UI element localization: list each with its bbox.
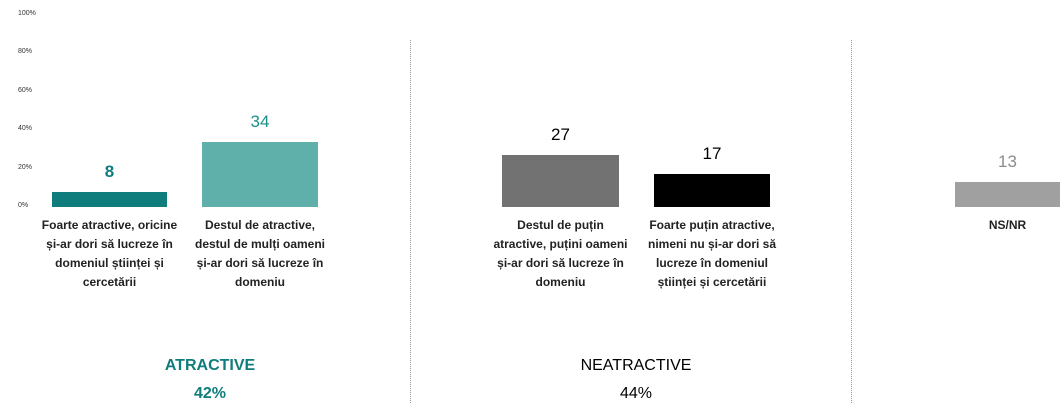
- y-tick-label: 40%: [18, 125, 48, 132]
- value-label: 34: [200, 112, 320, 132]
- separator: [851, 40, 852, 403]
- bar: [52, 192, 167, 207]
- bar: [202, 142, 318, 207]
- bar: [502, 155, 619, 207]
- bar: [654, 174, 770, 207]
- category-label: NS/NR: [938, 216, 1060, 235]
- group-share: 44%: [536, 380, 736, 408]
- y-tick-label: 80%: [18, 48, 48, 55]
- y-tick-label: 100%: [18, 10, 48, 17]
- value-label: 17: [652, 144, 772, 164]
- category-label: Destul de atractive, destul de mulți oam…: [190, 216, 330, 292]
- y-tick-label: 20%: [18, 164, 48, 171]
- group-name: ATRACTIVE: [110, 352, 310, 380]
- value-label: 27: [501, 125, 621, 145]
- y-tick-label: 60%: [18, 87, 48, 94]
- bar: [955, 182, 1060, 207]
- separator: [410, 40, 411, 403]
- group-share: 42%: [110, 380, 310, 408]
- category-label: Foarte atractive, oricine și-ar dori să …: [40, 216, 180, 292]
- value-label: 8: [50, 162, 170, 182]
- category-label: Destul de puțin atractive, puțini oameni…: [491, 216, 631, 292]
- group-name: NEATRACTIVE: [536, 352, 736, 380]
- value-label: 13: [948, 152, 1060, 172]
- category-label: Foarte puțin atractive, nimeni nu și-ar …: [642, 216, 782, 292]
- y-tick-label: 0%: [18, 202, 48, 209]
